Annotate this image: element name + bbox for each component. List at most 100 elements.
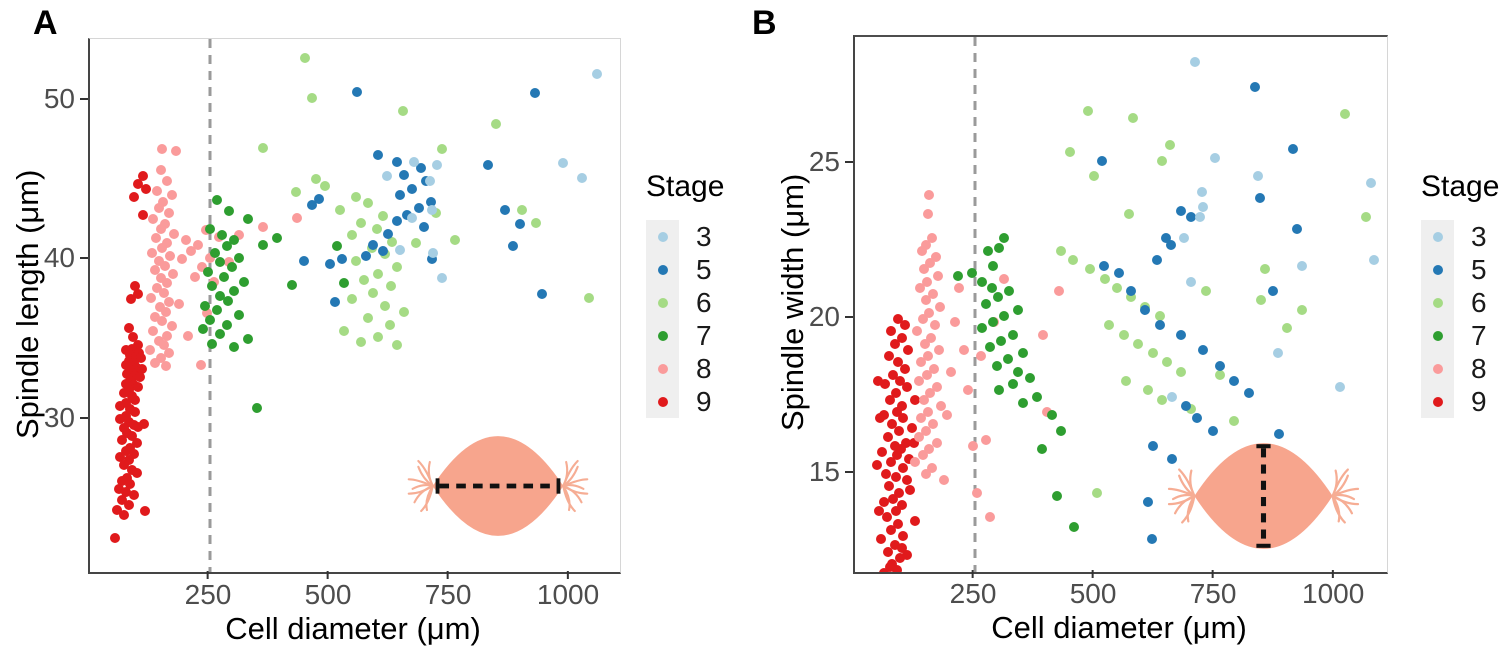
data-point-stage-8 bbox=[929, 363, 940, 374]
x-ticks: 250 500 750 1000 bbox=[853, 570, 1385, 610]
data-point-stage-8 bbox=[923, 190, 934, 201]
data-point-stage-8 bbox=[916, 413, 927, 424]
data-point-stage-5 bbox=[1191, 413, 1202, 424]
legend-item-stage-9: 9 bbox=[646, 385, 724, 418]
data-point-stage-3 bbox=[558, 158, 569, 169]
data-point-stage-8 bbox=[916, 357, 927, 368]
legend-item-stage-3: 3 bbox=[1421, 220, 1499, 253]
data-point-stage-6 bbox=[306, 93, 317, 104]
data-point-stage-7 bbox=[1046, 410, 1057, 421]
data-point-stage-8 bbox=[193, 239, 204, 250]
data-point-stage-8 bbox=[924, 388, 935, 399]
data-point-stage-7 bbox=[214, 257, 225, 268]
data-point-stage-5 bbox=[1146, 534, 1157, 545]
data-point-stage-7 bbox=[229, 235, 240, 246]
data-point-stage-9 bbox=[889, 441, 900, 452]
data-point-stage-9 bbox=[123, 499, 134, 510]
data-point-stage-6 bbox=[1118, 329, 1129, 340]
data-point-stage-5 bbox=[1268, 286, 1279, 297]
data-point-stage-6 bbox=[1126, 292, 1137, 303]
data-point-stage-9 bbox=[127, 431, 138, 442]
data-point-stage-9 bbox=[120, 487, 131, 498]
data-point-stage-7 bbox=[205, 314, 216, 325]
data-point-stage-8 bbox=[161, 238, 172, 249]
data-point-stage-9 bbox=[132, 468, 143, 479]
legend-label: 8 bbox=[1471, 352, 1487, 384]
data-point-stage-9 bbox=[900, 438, 911, 449]
y-tick-40: 40 bbox=[44, 244, 88, 272]
data-point-stage-3 bbox=[1178, 233, 1189, 244]
data-point-stage-8 bbox=[931, 438, 942, 449]
data-point-stage-5 bbox=[1214, 360, 1225, 371]
data-point-stage-8 bbox=[147, 214, 158, 225]
data-point-stage-3 bbox=[1197, 186, 1208, 197]
data-point-stage-6 bbox=[584, 292, 595, 303]
data-point-stage-8 bbox=[1041, 407, 1052, 418]
data-point-stage-6 bbox=[1111, 283, 1122, 294]
legend-dot-icon bbox=[657, 363, 668, 374]
legend-key bbox=[1421, 352, 1454, 385]
data-point-stage-9 bbox=[908, 438, 919, 449]
data-point-stage-8 bbox=[189, 271, 200, 282]
data-point-stage-6 bbox=[1186, 403, 1197, 414]
data-point-stage-7 bbox=[1008, 329, 1019, 340]
data-point-stage-7 bbox=[998, 310, 1009, 321]
legend-item-stage-9: 9 bbox=[1421, 385, 1499, 418]
data-point-stage-8 bbox=[162, 278, 173, 289]
data-point-stage-6 bbox=[373, 268, 384, 279]
data-point-stage-7 bbox=[988, 317, 999, 328]
data-point-stage-9 bbox=[872, 376, 883, 387]
data-point-stage-8 bbox=[233, 230, 244, 241]
data-point-stage-9 bbox=[897, 462, 908, 473]
data-point-stage-6 bbox=[1068, 255, 1079, 266]
data-point-stage-7 bbox=[223, 295, 234, 306]
legend-item-stage-8: 8 bbox=[1421, 352, 1499, 385]
data-point-stage-9 bbox=[889, 338, 900, 349]
data-point-stage-6 bbox=[257, 142, 268, 153]
data-point-stage-6 bbox=[346, 230, 357, 241]
data-point-stage-9 bbox=[878, 568, 889, 572]
data-point-stage-7 bbox=[205, 223, 216, 234]
data-point-stage-9 bbox=[871, 459, 882, 470]
data-point-stage-5 bbox=[1207, 425, 1218, 436]
x-tick-250: 250 bbox=[185, 571, 231, 609]
data-point-stage-8 bbox=[160, 361, 171, 372]
data-point-stage-6 bbox=[299, 53, 310, 64]
data-point-stage-3 bbox=[381, 171, 392, 182]
data-point-stage-8 bbox=[166, 321, 177, 332]
data-point-stage-9 bbox=[132, 289, 143, 300]
legend-key bbox=[1421, 220, 1454, 253]
data-point-stage-6 bbox=[1157, 394, 1168, 405]
data-point-stage-9 bbox=[886, 524, 896, 535]
data-point-stage-9 bbox=[118, 388, 129, 399]
data-point-stage-7 bbox=[996, 335, 1007, 346]
data-point-stage-6 bbox=[436, 144, 447, 155]
data-point-stage-8 bbox=[161, 176, 172, 187]
data-point-stage-6 bbox=[334, 204, 345, 215]
data-point-stage-7 bbox=[197, 324, 208, 335]
data-point-stage-3 bbox=[1253, 171, 1264, 182]
data-point-stage-9 bbox=[120, 410, 131, 421]
data-point-stage-7 bbox=[217, 230, 228, 241]
data-point-stage-6 bbox=[1123, 208, 1134, 219]
data-point-stage-5 bbox=[1147, 441, 1158, 452]
data-point-stage-5 bbox=[307, 199, 318, 210]
data-point-stage-5 bbox=[1176, 205, 1187, 216]
data-point-stage-9 bbox=[110, 533, 121, 544]
data-point-stage-5 bbox=[1126, 286, 1137, 297]
legend-dot-icon bbox=[1432, 297, 1443, 308]
data-point-stage-8 bbox=[257, 222, 268, 233]
data-point-stage-6 bbox=[320, 180, 331, 191]
legend-key bbox=[646, 385, 679, 418]
data-point-stage-8 bbox=[913, 431, 924, 442]
data-point-stage-9 bbox=[895, 552, 906, 563]
data-point-stage-7 bbox=[980, 298, 991, 309]
data-point-stage-5 bbox=[373, 150, 384, 161]
data-point-stage-5 bbox=[361, 251, 372, 262]
data-point-stage-8 bbox=[183, 330, 194, 341]
data-point-stage-8 bbox=[976, 351, 987, 362]
data-point-stage-7 bbox=[214, 329, 225, 340]
data-point-stage-5 bbox=[425, 196, 436, 207]
data-point-stage-6 bbox=[1147, 348, 1158, 359]
legend-key bbox=[646, 319, 679, 352]
